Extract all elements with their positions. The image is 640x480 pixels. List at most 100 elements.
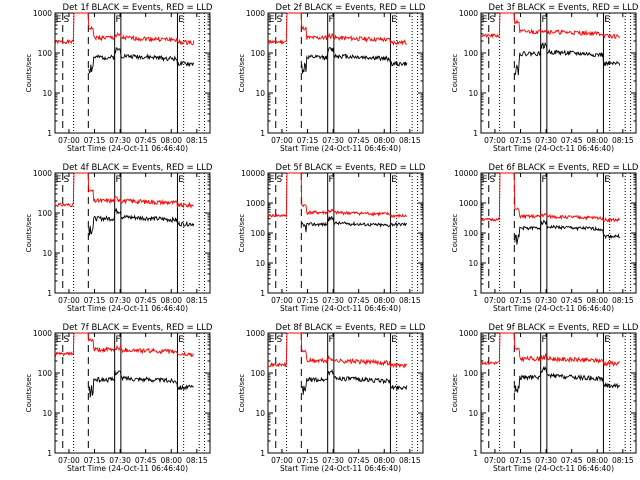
y-tick-label: 10000 xyxy=(241,169,265,178)
marker-letter: E xyxy=(178,15,184,25)
x-tick-label: 07:00 xyxy=(271,296,293,305)
marker-letter: F xyxy=(328,335,333,345)
x-axis-label: Start Time (24-Oct-11 06:46:40) xyxy=(67,304,188,313)
x-tick-label: 07:00 xyxy=(271,456,293,465)
y-axis-label: Counts/sec xyxy=(451,374,459,413)
red-lld-series-line xyxy=(267,332,408,369)
panel-title: Det 5f BLACK = Events, RED = LLD xyxy=(276,163,426,173)
y-tick-label: 100 xyxy=(38,209,53,218)
y-tick-label: 1000 xyxy=(33,169,52,178)
plot-frame xyxy=(480,332,637,454)
y-axis-label: Counts/sec xyxy=(238,214,246,253)
panel-7: Det 7f BLACK = Events, RED = LLD 1 10 100 10… xyxy=(25,323,213,473)
y-tick-label: 10 xyxy=(468,409,478,418)
x-axis-label: Start Time (24-Oct-11 06:46:40) xyxy=(280,144,401,153)
x-tick-label: 08:15 xyxy=(612,136,634,145)
x-tick-label: 07:45 xyxy=(135,136,157,145)
y-tick-label: 1 xyxy=(47,289,52,298)
marker-letter: E xyxy=(482,335,488,345)
x-tick-label: 07:45 xyxy=(561,456,583,465)
marker-letter: S xyxy=(277,15,283,25)
y-tick-label: 100 xyxy=(464,229,479,238)
x-tick-label: 07:45 xyxy=(348,456,370,465)
y-tick-label: 10 xyxy=(468,259,478,268)
panel-title: Det 2f BLACK = Events, RED = LLD xyxy=(276,3,426,13)
marker-letter: E xyxy=(391,175,397,185)
x-tick-label: 07:30 xyxy=(322,296,344,305)
black-events-series-line xyxy=(514,365,621,393)
x-tick-label: 07:15 xyxy=(510,296,532,305)
x-tick-label: 07:30 xyxy=(322,456,344,465)
panel-title: Det 1f BLACK = Events, RED = LLD xyxy=(63,3,213,13)
marker-letter: E xyxy=(178,175,184,185)
panel-4: Det 4f BLACK = Events, RED = LLD 1 10 100 10… xyxy=(25,163,213,313)
y-axis-label: Counts/sec xyxy=(238,374,246,413)
x-axis-label: Start Time (24-Oct-11 06:46:40) xyxy=(493,144,614,153)
x-tick-label: 07:30 xyxy=(535,136,557,145)
x-tick-label: 07:30 xyxy=(109,136,131,145)
marker-letter: F xyxy=(328,175,333,185)
marker-letter: E xyxy=(604,15,610,25)
marker-letter: F xyxy=(541,175,546,185)
black-events-series-line xyxy=(88,208,195,236)
x-axis-label: Start Time (24-Oct-11 06:46:40) xyxy=(280,304,401,313)
plot-frame xyxy=(267,12,424,134)
marker-letter: S xyxy=(490,335,496,345)
x-tick-label: 07:00 xyxy=(271,136,293,145)
panel-2: Det 2f BLACK = Events, RED = LLD 1 10 100 10… xyxy=(238,3,426,153)
y-tick-label: 100 xyxy=(38,49,53,58)
panel-3: Det 3f BLACK = Events, RED = LLD 1 10 100 10… xyxy=(451,3,639,153)
y-tick-label: 1 xyxy=(473,449,478,458)
y-tick-label: 1 xyxy=(47,449,52,458)
x-tick-label: 07:15 xyxy=(297,456,319,465)
y-tick-label: 1000 xyxy=(246,9,265,18)
plot-frame xyxy=(480,12,637,134)
x-tick-label: 08:00 xyxy=(160,296,182,305)
x-tick-label: 08:15 xyxy=(399,136,421,145)
x-tick-label: 07:00 xyxy=(58,296,80,305)
y-tick-label: 1000 xyxy=(459,199,478,208)
panel-1: Det 1f BLACK = Events, RED = LLD 1 10 100 10… xyxy=(25,3,213,153)
y-tick-label: 10 xyxy=(42,89,52,98)
plot-frame xyxy=(267,332,424,454)
x-tick-label: 07:00 xyxy=(484,456,506,465)
y-tick-label: 100 xyxy=(38,369,53,378)
marker-letter: F xyxy=(115,335,120,345)
y-tick-label: 10 xyxy=(42,249,52,258)
x-tick-label: 07:45 xyxy=(135,296,157,305)
plot-frame xyxy=(480,172,637,294)
black-events-series-line xyxy=(301,369,408,395)
y-axis-label: Counts/sec xyxy=(451,214,459,253)
x-tick-label: 07:00 xyxy=(484,136,506,145)
x-tick-label: 07:15 xyxy=(84,136,106,145)
marker-letter: E xyxy=(604,335,610,345)
x-tick-label: 07:00 xyxy=(484,296,506,305)
x-tick-label: 07:15 xyxy=(84,296,106,305)
marker-letter: S xyxy=(277,175,283,185)
marker-letter: S xyxy=(64,175,70,185)
marker-letter: E xyxy=(604,175,610,185)
marker-letter: E xyxy=(482,175,488,185)
y-tick-label: 100 xyxy=(251,369,266,378)
y-tick-label: 1000 xyxy=(246,199,265,208)
x-tick-label: 08:15 xyxy=(612,296,634,305)
y-tick-label: 1 xyxy=(260,449,265,458)
panel-title: Det 8f BLACK = Events, RED = LLD xyxy=(276,323,426,333)
x-tick-label: 07:45 xyxy=(561,296,583,305)
y-tick-label: 10 xyxy=(255,409,265,418)
x-axis-label: Start Time (24-Oct-11 06:46:40) xyxy=(493,304,614,313)
marker-letter: F xyxy=(541,15,546,25)
y-tick-label: 100 xyxy=(464,49,479,58)
x-tick-label: 07:00 xyxy=(58,136,80,145)
x-tick-label: 08:00 xyxy=(586,456,608,465)
plot-frame xyxy=(54,332,211,454)
red-lld-series-line xyxy=(267,172,407,219)
x-tick-label: 08:15 xyxy=(186,296,208,305)
x-tick-label: 08:00 xyxy=(586,136,608,145)
y-axis-label: Counts/sec xyxy=(451,54,459,93)
marker-letter: F xyxy=(541,335,546,345)
y-axis-label: Counts/sec xyxy=(238,54,246,93)
x-tick-label: 07:45 xyxy=(135,456,157,465)
plot-frame xyxy=(54,172,211,294)
